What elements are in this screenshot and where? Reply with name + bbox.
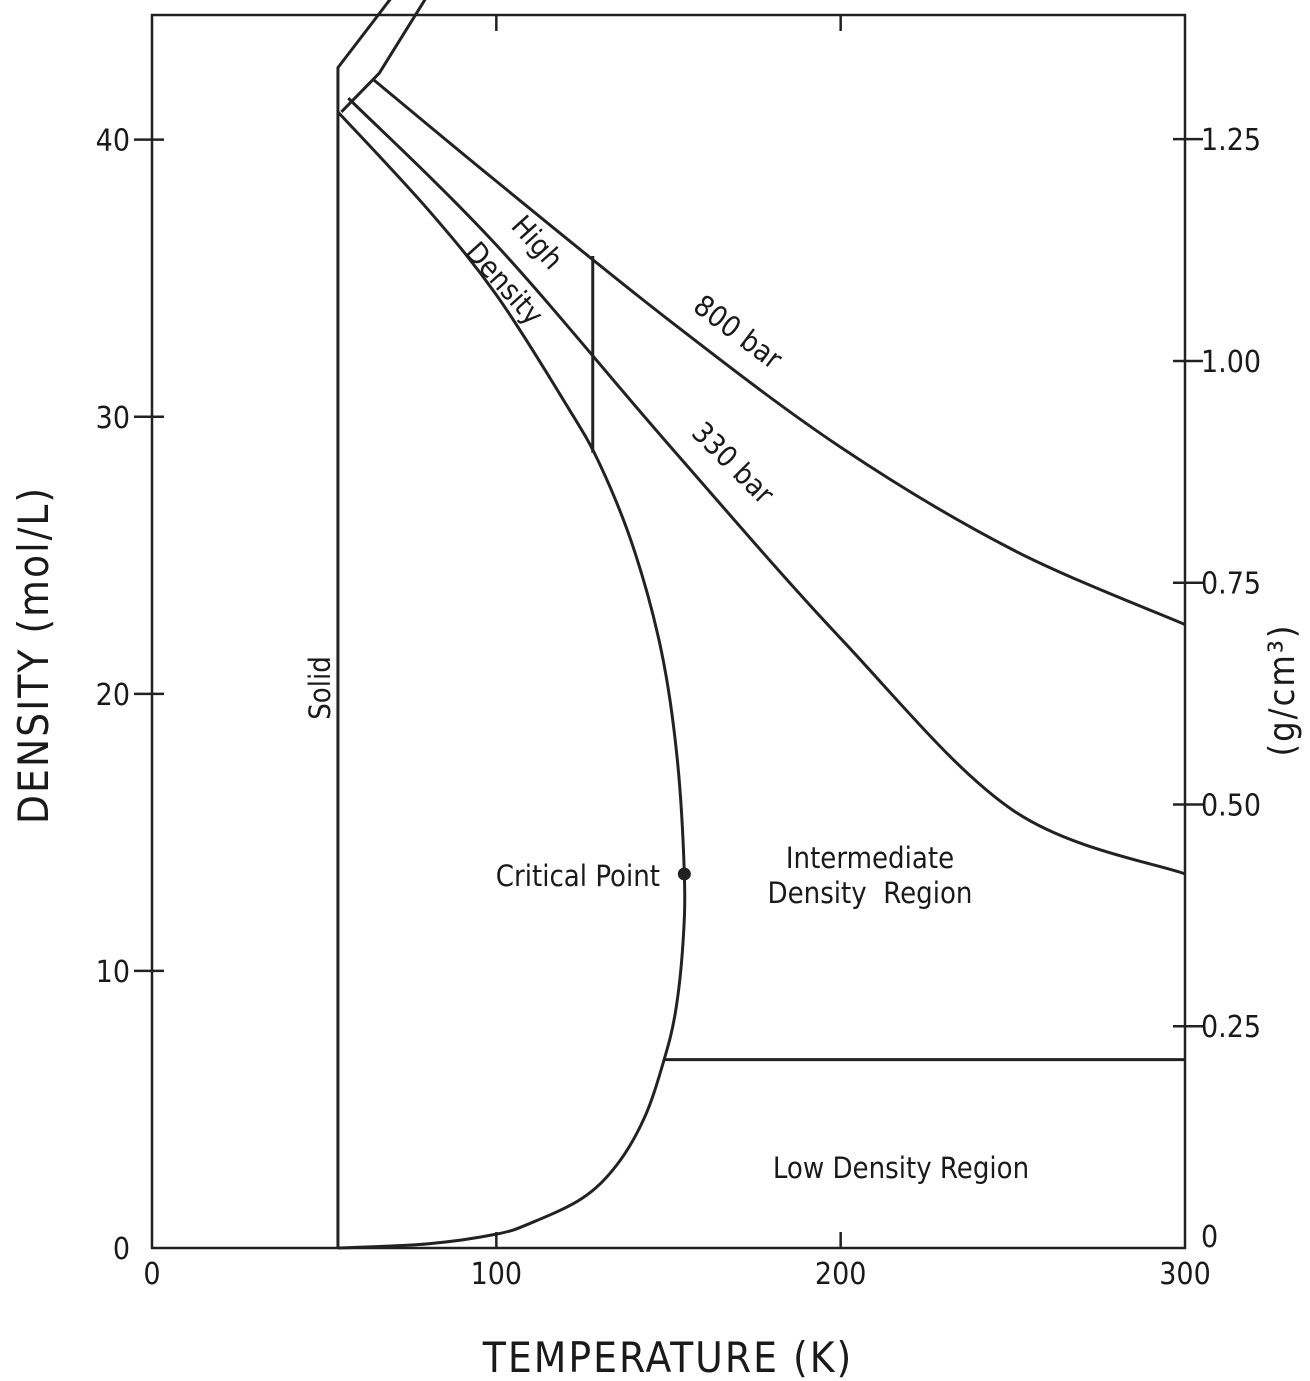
solid-label: Solid: [303, 656, 337, 720]
solid-boundary-line: [336, 0, 392, 1248]
bar800-label: 800 bar: [687, 288, 789, 376]
x-tick-label: 300: [1159, 1257, 1211, 1292]
y2-tick-label: 0.25: [1201, 1010, 1261, 1045]
y2-axis-title: (g/cm³): [1262, 623, 1303, 756]
y2-tick-label: 0: [1201, 1220, 1218, 1255]
y-tick-label: 10: [96, 955, 130, 990]
isobar-800-bar: [371, 77, 1186, 626]
x-tick-label: 200: [815, 1257, 867, 1292]
y2-tick-label: 0.50: [1201, 788, 1261, 823]
low-density-label: Low Density Region: [773, 1151, 1029, 1185]
bar330-label: 330 bar: [685, 415, 781, 511]
critical-point-marker: [677, 867, 691, 881]
y2-tick-label: 1.25: [1201, 123, 1261, 158]
y2-tick-label: 0.75: [1201, 567, 1261, 602]
y-axis-title: DENSITY (mol/L): [9, 486, 58, 824]
plot-frame: [150, 13, 1187, 1250]
x-tick-label: 0: [143, 1257, 160, 1292]
isobar-330-bar: [347, 97, 1186, 876]
critical-point-label: Critical Point: [496, 859, 660, 893]
curves-layer: [336, 0, 1186, 1250]
y-tick-label: 40: [96, 124, 130, 159]
y-tick-label: 0: [113, 1232, 130, 1267]
y2-tick-label: 1.00: [1201, 345, 1261, 380]
y-tick-label: 30: [96, 401, 130, 436]
melting-line-upper: [340, 0, 427, 114]
intermediate-label-line1: Intermediate: [786, 841, 954, 875]
y-tick-label: 20: [96, 678, 130, 713]
intermediate-label-line2: Density Region: [768, 876, 973, 910]
x-tick-label: 100: [471, 1257, 523, 1292]
x-axis-title: TEMPERATURE (K): [482, 1333, 853, 1381]
